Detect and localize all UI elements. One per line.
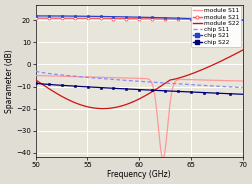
Legend: module S11, module S21, module S22, chip S11, chip S21, chip S22: module S11, module S21, module S22, chip…	[191, 6, 241, 47]
Y-axis label: Sparameter (dB): Sparameter (dB)	[5, 49, 14, 113]
X-axis label: Frequency (GHz): Frequency (GHz)	[107, 170, 171, 179]
